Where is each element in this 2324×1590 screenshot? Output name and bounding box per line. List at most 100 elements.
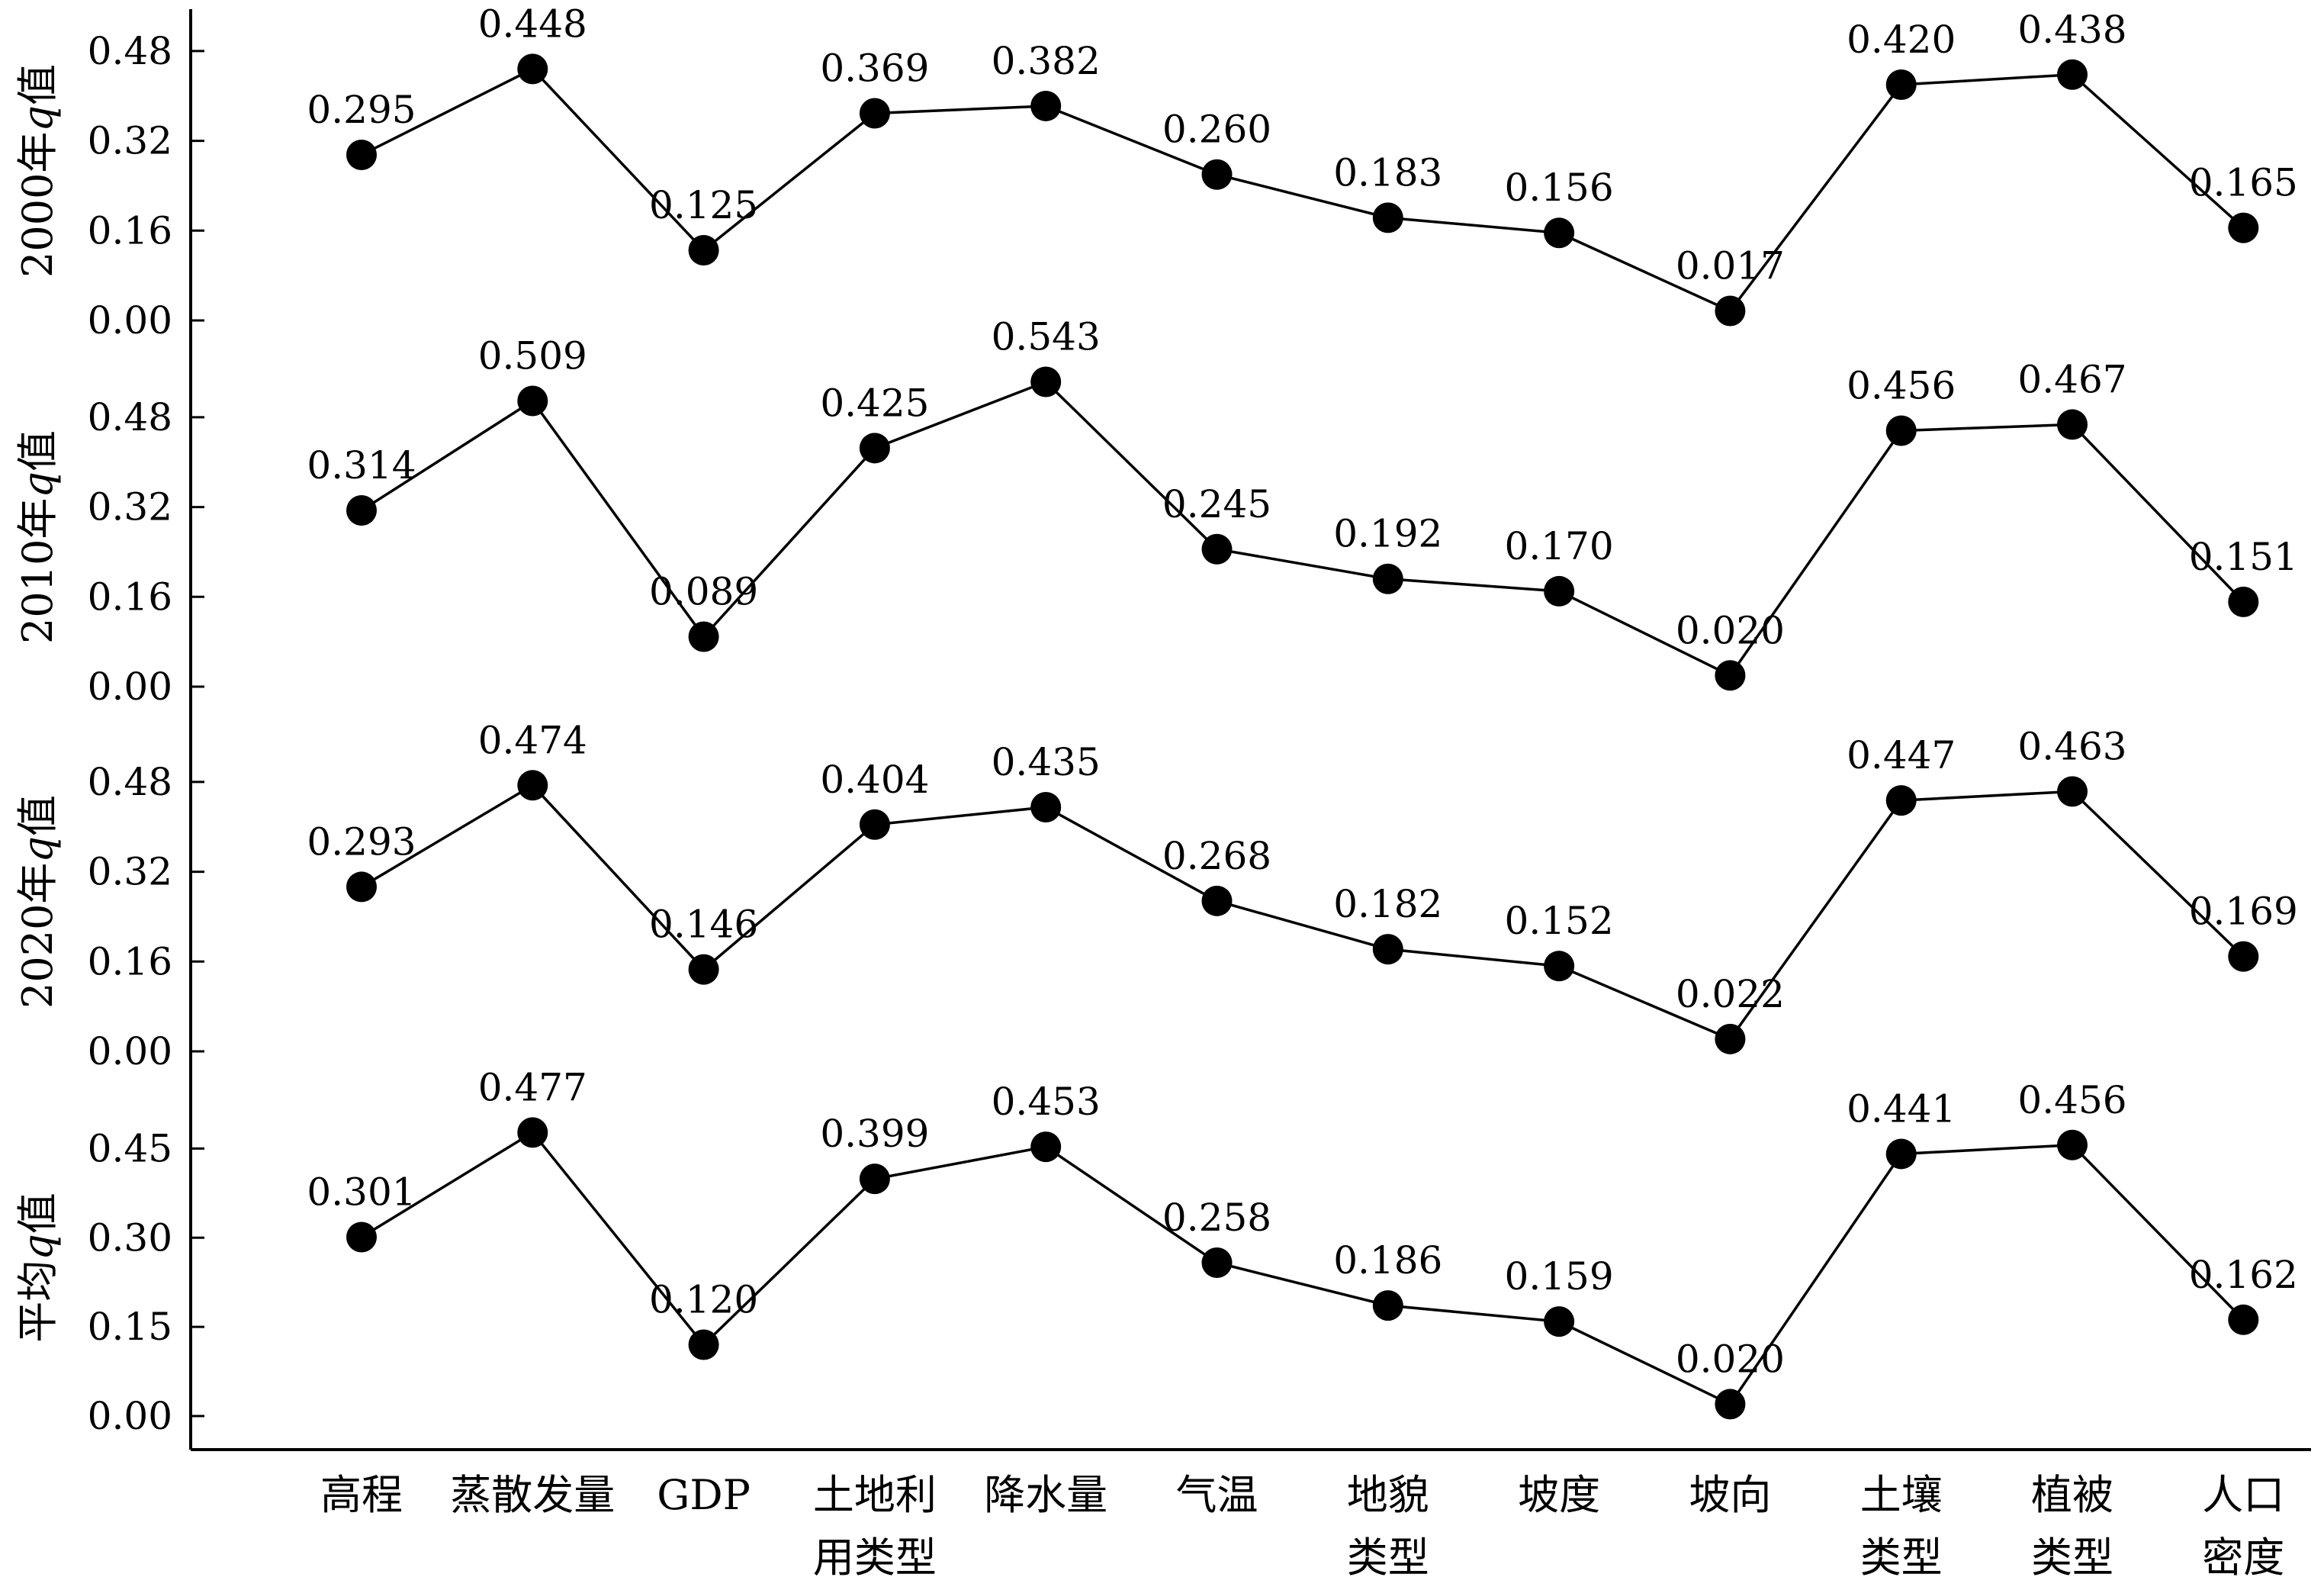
category-label: 用类型 <box>813 1534 937 1582</box>
data-point <box>1030 1131 1062 1163</box>
y-tick-label: 0.16 <box>88 939 172 983</box>
data-label: 0.448 <box>478 2 587 46</box>
data-point <box>859 1164 890 1195</box>
chart-panels: 0.00 0.16 0.32 0.48 2000年q值 0.295 0.448 0.125 0.… <box>14 2 2298 1438</box>
data-label: 0.020 <box>1676 608 1785 652</box>
y-tick-label: 0.00 <box>88 665 172 709</box>
data-label: 0.022 <box>1676 972 1785 1016</box>
category-label: GDP <box>657 1471 751 1519</box>
data-label: 0.467 <box>2017 357 2126 401</box>
data-point <box>1885 415 1917 446</box>
data-point <box>1544 575 1575 607</box>
data-point <box>1715 1389 1746 1420</box>
category-label: 高程 <box>320 1471 403 1519</box>
data-label: 0.152 <box>1505 899 1614 943</box>
data-label: 0.146 <box>649 903 758 947</box>
data-label: 0.435 <box>992 740 1101 784</box>
data-point <box>517 53 548 85</box>
y-tick-label: 0.45 <box>88 1126 172 1170</box>
data-label: 0.441 <box>1847 1086 1956 1131</box>
panel-2: 0.00 0.16 0.32 0.48 2010年q值 0.314 0.509 0.089 0.… <box>14 315 2298 709</box>
series-line <box>361 380 2245 678</box>
data-point <box>2057 1129 2088 1160</box>
data-label: 0.314 <box>307 443 416 488</box>
category-label: 坡度 <box>1518 1471 1600 1519</box>
data-point <box>2228 586 2259 617</box>
data-point <box>1372 934 1403 965</box>
category-label: 坡向 <box>1689 1471 1771 1519</box>
y-tick-label: 0.16 <box>88 208 172 253</box>
data-point <box>1885 1138 1917 1170</box>
data-point <box>1030 366 1062 398</box>
data-label: 0.477 <box>478 1065 587 1109</box>
category-label: 蒸散发量 <box>450 1471 615 1519</box>
data-label: 0.369 <box>820 47 929 91</box>
data-point <box>1715 295 1746 327</box>
data-point <box>517 1117 548 1148</box>
data-point <box>688 621 719 652</box>
category-label: 类型 <box>1347 1534 1429 1582</box>
data-point <box>346 494 377 526</box>
data-label: 0.260 <box>1162 108 1271 152</box>
data-point <box>2228 941 2259 972</box>
axes <box>189 9 2311 1451</box>
data-point <box>1544 217 1575 249</box>
y-tick-label: 0.48 <box>88 395 172 439</box>
data-label: 0.456 <box>2017 1078 2126 1122</box>
category-label: 土壤 <box>1860 1471 1943 1519</box>
data-label: 0.170 <box>1505 524 1614 568</box>
data-point <box>1372 202 1403 233</box>
data-label: 0.125 <box>649 183 758 227</box>
data-label: 0.420 <box>1847 18 1956 62</box>
data-label: 0.456 <box>1847 364 1956 408</box>
data-label: 0.162 <box>2189 1253 2298 1297</box>
data-point <box>1201 1247 1233 1279</box>
y-tick-label: 0.00 <box>88 298 172 343</box>
y-tick-label: 0.30 <box>88 1215 172 1260</box>
y-tick-label: 0.32 <box>88 119 172 163</box>
data-label: 0.463 <box>2017 724 2126 768</box>
data-label: 0.404 <box>820 758 929 802</box>
data-label: 0.245 <box>1162 482 1271 526</box>
data-label: 0.543 <box>992 315 1101 359</box>
data-label: 0.382 <box>992 39 1101 83</box>
data-point <box>1715 660 1746 691</box>
panel-1: 0.00 0.16 0.32 0.48 2000年q值 0.295 0.448 0.125 0.… <box>14 2 2298 343</box>
data-point <box>1201 885 1233 916</box>
data-point <box>2057 409 2088 440</box>
data-point <box>346 1221 377 1253</box>
data-point <box>1201 159 1233 190</box>
data-label: 0.399 <box>820 1112 929 1156</box>
data-label: 0.258 <box>1162 1196 1271 1240</box>
data-label: 0.268 <box>1162 834 1271 878</box>
data-point <box>1372 1290 1403 1321</box>
data-point <box>2057 59 2088 90</box>
category-label: 气温 <box>1176 1471 1258 1519</box>
data-label: 0.169 <box>2189 890 2298 934</box>
data-point <box>1030 90 1062 121</box>
y-tick-label: 0.15 <box>88 1305 172 1349</box>
data-label: 0.438 <box>2017 8 2126 52</box>
data-point <box>688 235 719 266</box>
data-point <box>859 433 890 464</box>
data-point <box>859 809 890 840</box>
y-axis-label: 2000年q值 <box>14 64 62 278</box>
y-axis-label: 2010年q值 <box>14 430 62 644</box>
data-point <box>346 871 377 903</box>
panel-3: 0.00 0.16 0.32 0.48 2020年q值 0.293 0.474 0.146 0.… <box>14 718 2298 1073</box>
category-label: 降水量 <box>984 1471 1107 1519</box>
data-point <box>517 770 548 801</box>
data-point <box>1885 785 1917 816</box>
data-point <box>2228 212 2259 243</box>
data-point <box>1544 951 1575 982</box>
data-label: 0.301 <box>307 1170 416 1215</box>
category-label: 类型 <box>2031 1534 2113 1582</box>
data-point <box>2057 776 2088 807</box>
panel-4: 0.00 0.15 0.30 0.45 平均q值 0.301 0.477 0.120 0.399… <box>14 1065 2298 1438</box>
category-label: 植被 <box>2031 1471 2113 1519</box>
data-point <box>859 98 890 129</box>
data-point <box>1030 791 1062 822</box>
data-point <box>688 1329 719 1360</box>
data-label: 0.120 <box>649 1278 758 1322</box>
